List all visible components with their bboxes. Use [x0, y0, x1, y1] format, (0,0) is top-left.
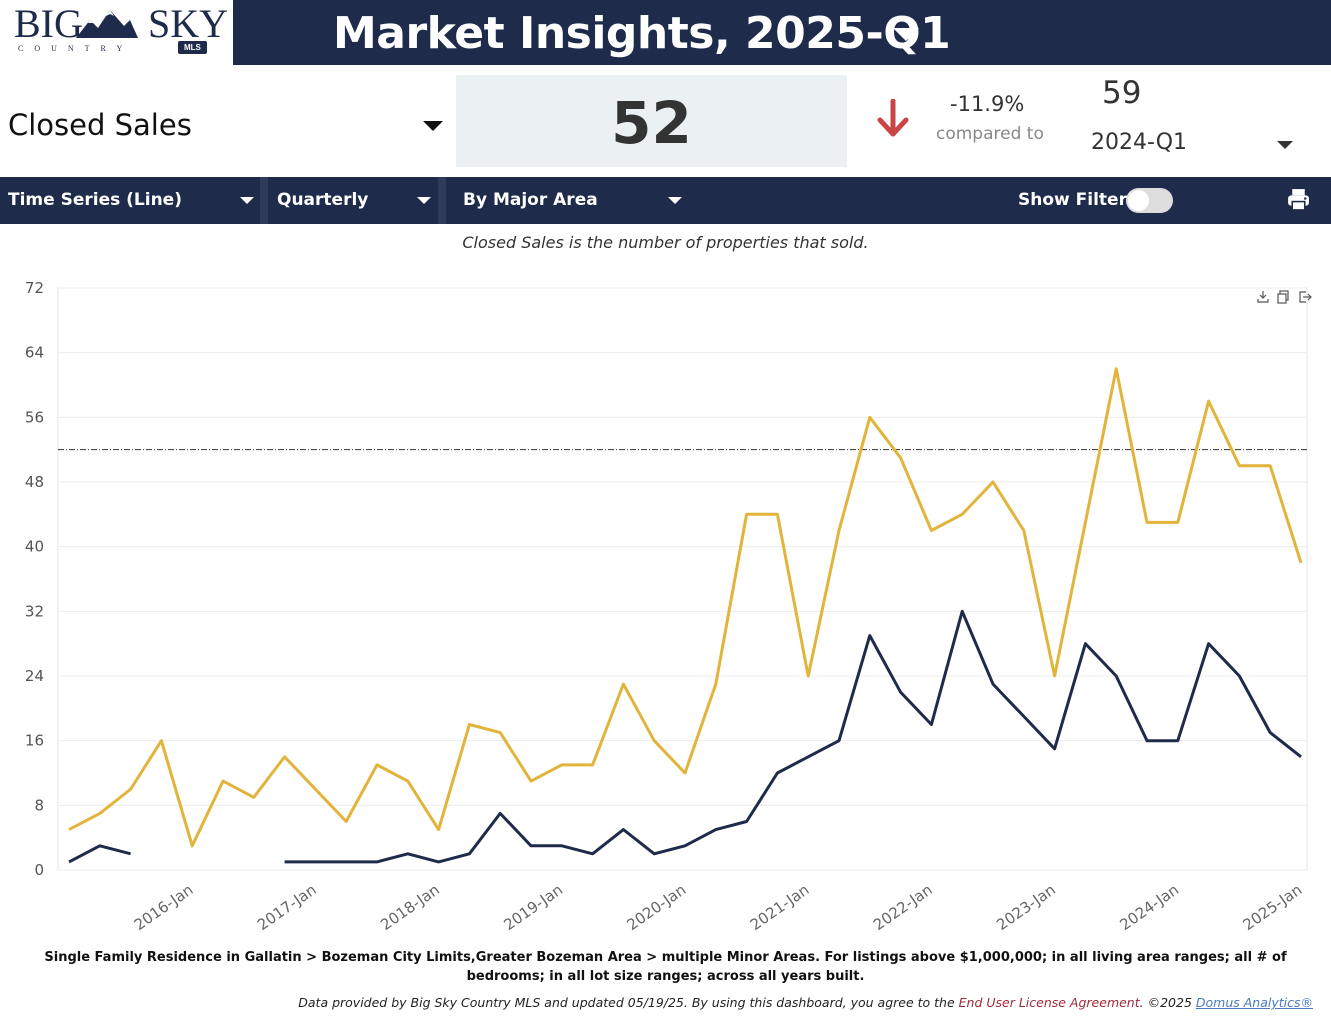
credits-prefix: Data provided by Big Sky Country MLS and…: [298, 995, 959, 1010]
download-icon[interactable]: [1257, 291, 1269, 303]
toolbar-divider: [438, 177, 446, 224]
caret-down-icon[interactable]: [668, 197, 682, 204]
kpi-value-box: 52: [456, 75, 847, 167]
logo-country-text: COUNTRY: [18, 44, 134, 53]
interval-dropdown[interactable]: Quarterly: [277, 190, 369, 210]
x-tick-label: 2019-Jan: [500, 881, 566, 934]
caret-down-icon[interactable]: [417, 197, 431, 204]
caret-down-icon[interactable]: [893, 28, 919, 41]
printer-icon[interactable]: [1286, 187, 1311, 212]
metric-description: Closed Sales is the number of properties…: [462, 233, 869, 252]
toolbar-divider: [260, 177, 268, 224]
prior-value: 59: [1102, 75, 1142, 111]
y-tick-label: 0: [34, 861, 44, 879]
show-filters-label: Show Filters:: [1018, 190, 1144, 210]
x-tick-label: 2018-Jan: [377, 881, 443, 934]
y-tick-label: 8: [34, 796, 44, 814]
kpi-value: 52: [611, 89, 692, 157]
x-tick-label: 2022-Jan: [870, 881, 936, 934]
caret-down-icon[interactable]: [240, 197, 254, 204]
x-tick-label: 2024-Jan: [1116, 881, 1182, 934]
x-tick-label: 2017-Jan: [254, 881, 320, 934]
series-line-2: [68, 844, 131, 864]
y-tick-label: 16: [25, 732, 44, 750]
x-tick-label: 2025-Jan: [1240, 881, 1306, 934]
chart-tool-icons: [1257, 290, 1312, 304]
x-tick-label: 2016-Jan: [131, 881, 197, 934]
toggle-knob: [1128, 190, 1149, 211]
x-tick-label: 2021-Jan: [747, 881, 813, 934]
grouping-dropdown[interactable]: By Major Area: [463, 190, 598, 210]
y-tick-label: 40: [25, 538, 44, 556]
plot-area: [57, 287, 1308, 871]
caret-down-icon[interactable]: [1277, 141, 1293, 149]
title-bar: Market Insights, 2025-Q1: [233, 0, 1331, 65]
y-tick-label: 64: [25, 344, 44, 362]
down-arrow-icon: [877, 99, 909, 137]
logo-wordmark: BIG SKY: [14, 1, 228, 46]
brand-logo: BIG SKY COUNTRY MLS: [0, 0, 233, 65]
caret-down-icon[interactable]: [423, 121, 443, 131]
y-tick-label: 56: [25, 408, 44, 426]
filter-summary: Single Family Residence in Gallatin > Bo…: [44, 950, 1287, 984]
chart-type-dropdown[interactable]: Time Series (Line): [8, 190, 182, 210]
y-tick-label: 32: [25, 602, 44, 620]
logo-big-text: BIG: [14, 1, 83, 46]
credits-middle: . ©2025: [1139, 995, 1196, 1010]
y-tick-label: 72: [25, 279, 44, 297]
toggle-switch-icon[interactable]: [1126, 188, 1173, 213]
mountain-logo-icon: [76, 10, 138, 38]
series-line-2: [284, 609, 1302, 864]
line-chart: 0 8 16 24 32 40 48 56 64 72 2016-Jan 2017-Jan 2018-J…: [25, 279, 1308, 934]
percent-change: -11.9%: [950, 92, 1025, 116]
data-credits: Data provided by Big Sky Country MLS and…: [298, 995, 1313, 1010]
compared-to-label: compared to: [936, 124, 1044, 144]
domus-analytics-link[interactable]: Domus Analytics®: [1195, 995, 1313, 1010]
x-tick-label: 2020-Jan: [624, 881, 690, 934]
x-tick-label: 2023-Jan: [993, 881, 1059, 934]
logo-sky-text: SKY: [148, 1, 229, 46]
eula-link[interactable]: End User License Agreement: [958, 995, 1140, 1010]
chart-toolbar: Time Series (Line) Quarterly By Major Ar…: [0, 177, 1331, 224]
prior-period-selector[interactable]: 2024-Q1: [1091, 130, 1188, 155]
logo-mls-badge: MLS: [178, 41, 207, 54]
series-line-1: [68, 367, 1303, 848]
y-tick-label: 24: [25, 667, 44, 685]
export-icon[interactable]: [1299, 291, 1312, 303]
metric-selector-label[interactable]: Closed Sales: [8, 108, 192, 142]
page-title[interactable]: Market Insights, 2025-Q1: [333, 8, 951, 59]
copy-icon[interactable]: [1277, 290, 1289, 304]
y-tick-label: 48: [25, 473, 44, 491]
